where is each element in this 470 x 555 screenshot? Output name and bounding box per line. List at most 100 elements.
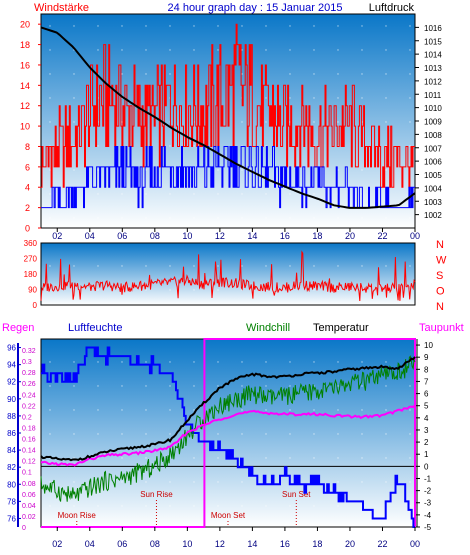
dewpoint-series: [41, 404, 416, 467]
direction-tick-label: 0: [33, 301, 38, 310]
time-tick-label: 10: [182, 539, 192, 549]
humidity-series: [41, 346, 415, 528]
pressure-tick-label: 1004: [424, 184, 442, 193]
compass-label: N: [436, 239, 444, 251]
astro-events: Moon Rise Sun Rise Moon Set Sun Set: [58, 490, 311, 527]
wind-tick-label: 20: [20, 20, 30, 30]
direction-tick-label: 90: [28, 286, 37, 295]
panel3-axes: 767880828486889092949600.020.040.060.080…: [7, 339, 433, 532]
rain-tick-label: 0.32: [22, 348, 36, 355]
temperature-tick-label: 4: [424, 414, 429, 423]
pressure-tick-label: 1006: [424, 158, 442, 167]
rain-tick-label: 0.28: [22, 370, 36, 377]
pressure-tick-label: 1005: [424, 171, 442, 180]
pressure-tick-label: 1012: [424, 77, 442, 86]
time-tick-label: 04: [85, 539, 95, 549]
compass-label: S: [436, 270, 443, 282]
time-tick-label: 06: [117, 231, 127, 241]
wind-tick-label: 10: [20, 122, 30, 132]
compass-label: W: [436, 255, 447, 267]
temperature-tick-label: -4: [424, 511, 432, 520]
wind-axis-title: Windstärke: [34, 2, 89, 14]
rain-tick-label: 0.08: [22, 481, 36, 488]
rain-axis-title: Regen: [2, 322, 34, 334]
rain-tick-label: 0.14: [22, 448, 36, 455]
wind-direction-series: [40, 250, 416, 302]
temperature-tick-label: -3: [424, 499, 432, 508]
rain-tick-label: 0.02: [22, 514, 36, 521]
humidity-tick-label: 94: [7, 361, 16, 370]
time-tick-label: 14: [247, 539, 257, 549]
humidity-tick-label: 90: [7, 395, 16, 404]
windchill-legend: Windchill: [246, 322, 290, 334]
rain-tick-label: 0.22: [22, 403, 36, 410]
temperature-tick-label: 10: [424, 341, 433, 350]
time-tick-label: 16: [280, 231, 290, 241]
pressure-series: [40, 26, 416, 209]
pressure-tick-label: 1008: [424, 131, 442, 140]
rain-tick-label: 0.18: [22, 425, 36, 432]
rain-tick-label: 0.26: [22, 381, 36, 388]
rain-tick-label: 0.24: [22, 392, 36, 399]
humidity-tick-label: 86: [7, 429, 16, 438]
pressure-tick-label: 1003: [424, 198, 442, 207]
humidity-tick-label: 80: [7, 480, 16, 489]
wind-tick-label: 14: [20, 81, 30, 91]
humidity-tick-label: 82: [7, 463, 16, 472]
pressure-tick-label: 1014: [424, 51, 442, 60]
temperature-tick-label: 9: [424, 353, 429, 362]
temperature-tick-label: 3: [424, 426, 429, 435]
time-tick-label: 20: [345, 231, 355, 241]
rain-tick-label: 0.04: [22, 503, 36, 510]
astro-label: Moon Set: [211, 511, 246, 520]
astro-label: Sun Rise: [140, 490, 173, 499]
temperature-series: [40, 356, 416, 462]
temperature-legend: Temperatur: [313, 322, 369, 334]
time-tick-label: 04: [85, 231, 95, 241]
time-tick-label: 12: [215, 231, 225, 241]
temperature-tick-label: -5: [424, 523, 432, 532]
compass-label: N: [436, 301, 444, 313]
temperature-tick-label: 1: [424, 450, 429, 459]
wind-tick-label: 12: [20, 101, 30, 111]
humidity-tick-label: 78: [7, 497, 16, 506]
pressure-tick-label: 1002: [424, 211, 442, 220]
wind-axis-ticks: 0 2 4 6 8 10 12 14 16 18 20: [20, 20, 41, 234]
direction-tick-label: 270: [24, 255, 38, 264]
time-tick-label: 06: [117, 539, 127, 549]
time-tick-label: 14: [247, 231, 257, 241]
dewpoint-legend: Taupunkt: [419, 322, 464, 334]
time-tick-label: 12: [215, 539, 225, 549]
rain-tick-label: 0: [22, 525, 26, 532]
pressure-axis-title: Luftdruck: [369, 2, 415, 14]
temperature-tick-label: 6: [424, 390, 429, 399]
wind-tick-label: 4: [25, 183, 30, 193]
wind-average-series: [41, 146, 415, 209]
direction-tick-label: 360: [24, 239, 38, 248]
wind-tick-label: 0: [25, 224, 30, 234]
pressure-tick-label: 1016: [424, 24, 442, 33]
time-tick-label: 08: [150, 231, 160, 241]
humidity-tick-label: 96: [7, 344, 16, 353]
pressure-tick-label: 1015: [424, 37, 442, 46]
rain-tick-label: 0.1: [22, 470, 32, 477]
humidity-axis-title: Luftfeuchte: [68, 322, 122, 334]
rain-tick-label: 0.06: [22, 492, 36, 499]
pressure-tick-label: 1010: [424, 104, 442, 113]
time-tick-label: 16: [280, 539, 290, 549]
wind-gust-series: [41, 23, 415, 188]
rain-series: [41, 338, 416, 528]
temp-humidity-panel: 767880828486889092949600.020.040.060.080…: [7, 338, 433, 549]
wind-tick-label: 2: [25, 203, 30, 213]
temperature-tick-label: 7: [424, 377, 429, 386]
panel2-frame: [40, 242, 416, 306]
windchill-series: [40, 355, 416, 502]
direction-axis-ticks: 0 90 180 270 360: [24, 239, 38, 310]
astro-label: Sun Set: [282, 490, 311, 499]
humidity-tick-label: 92: [7, 378, 16, 387]
time-tick-label: 20: [345, 539, 355, 549]
